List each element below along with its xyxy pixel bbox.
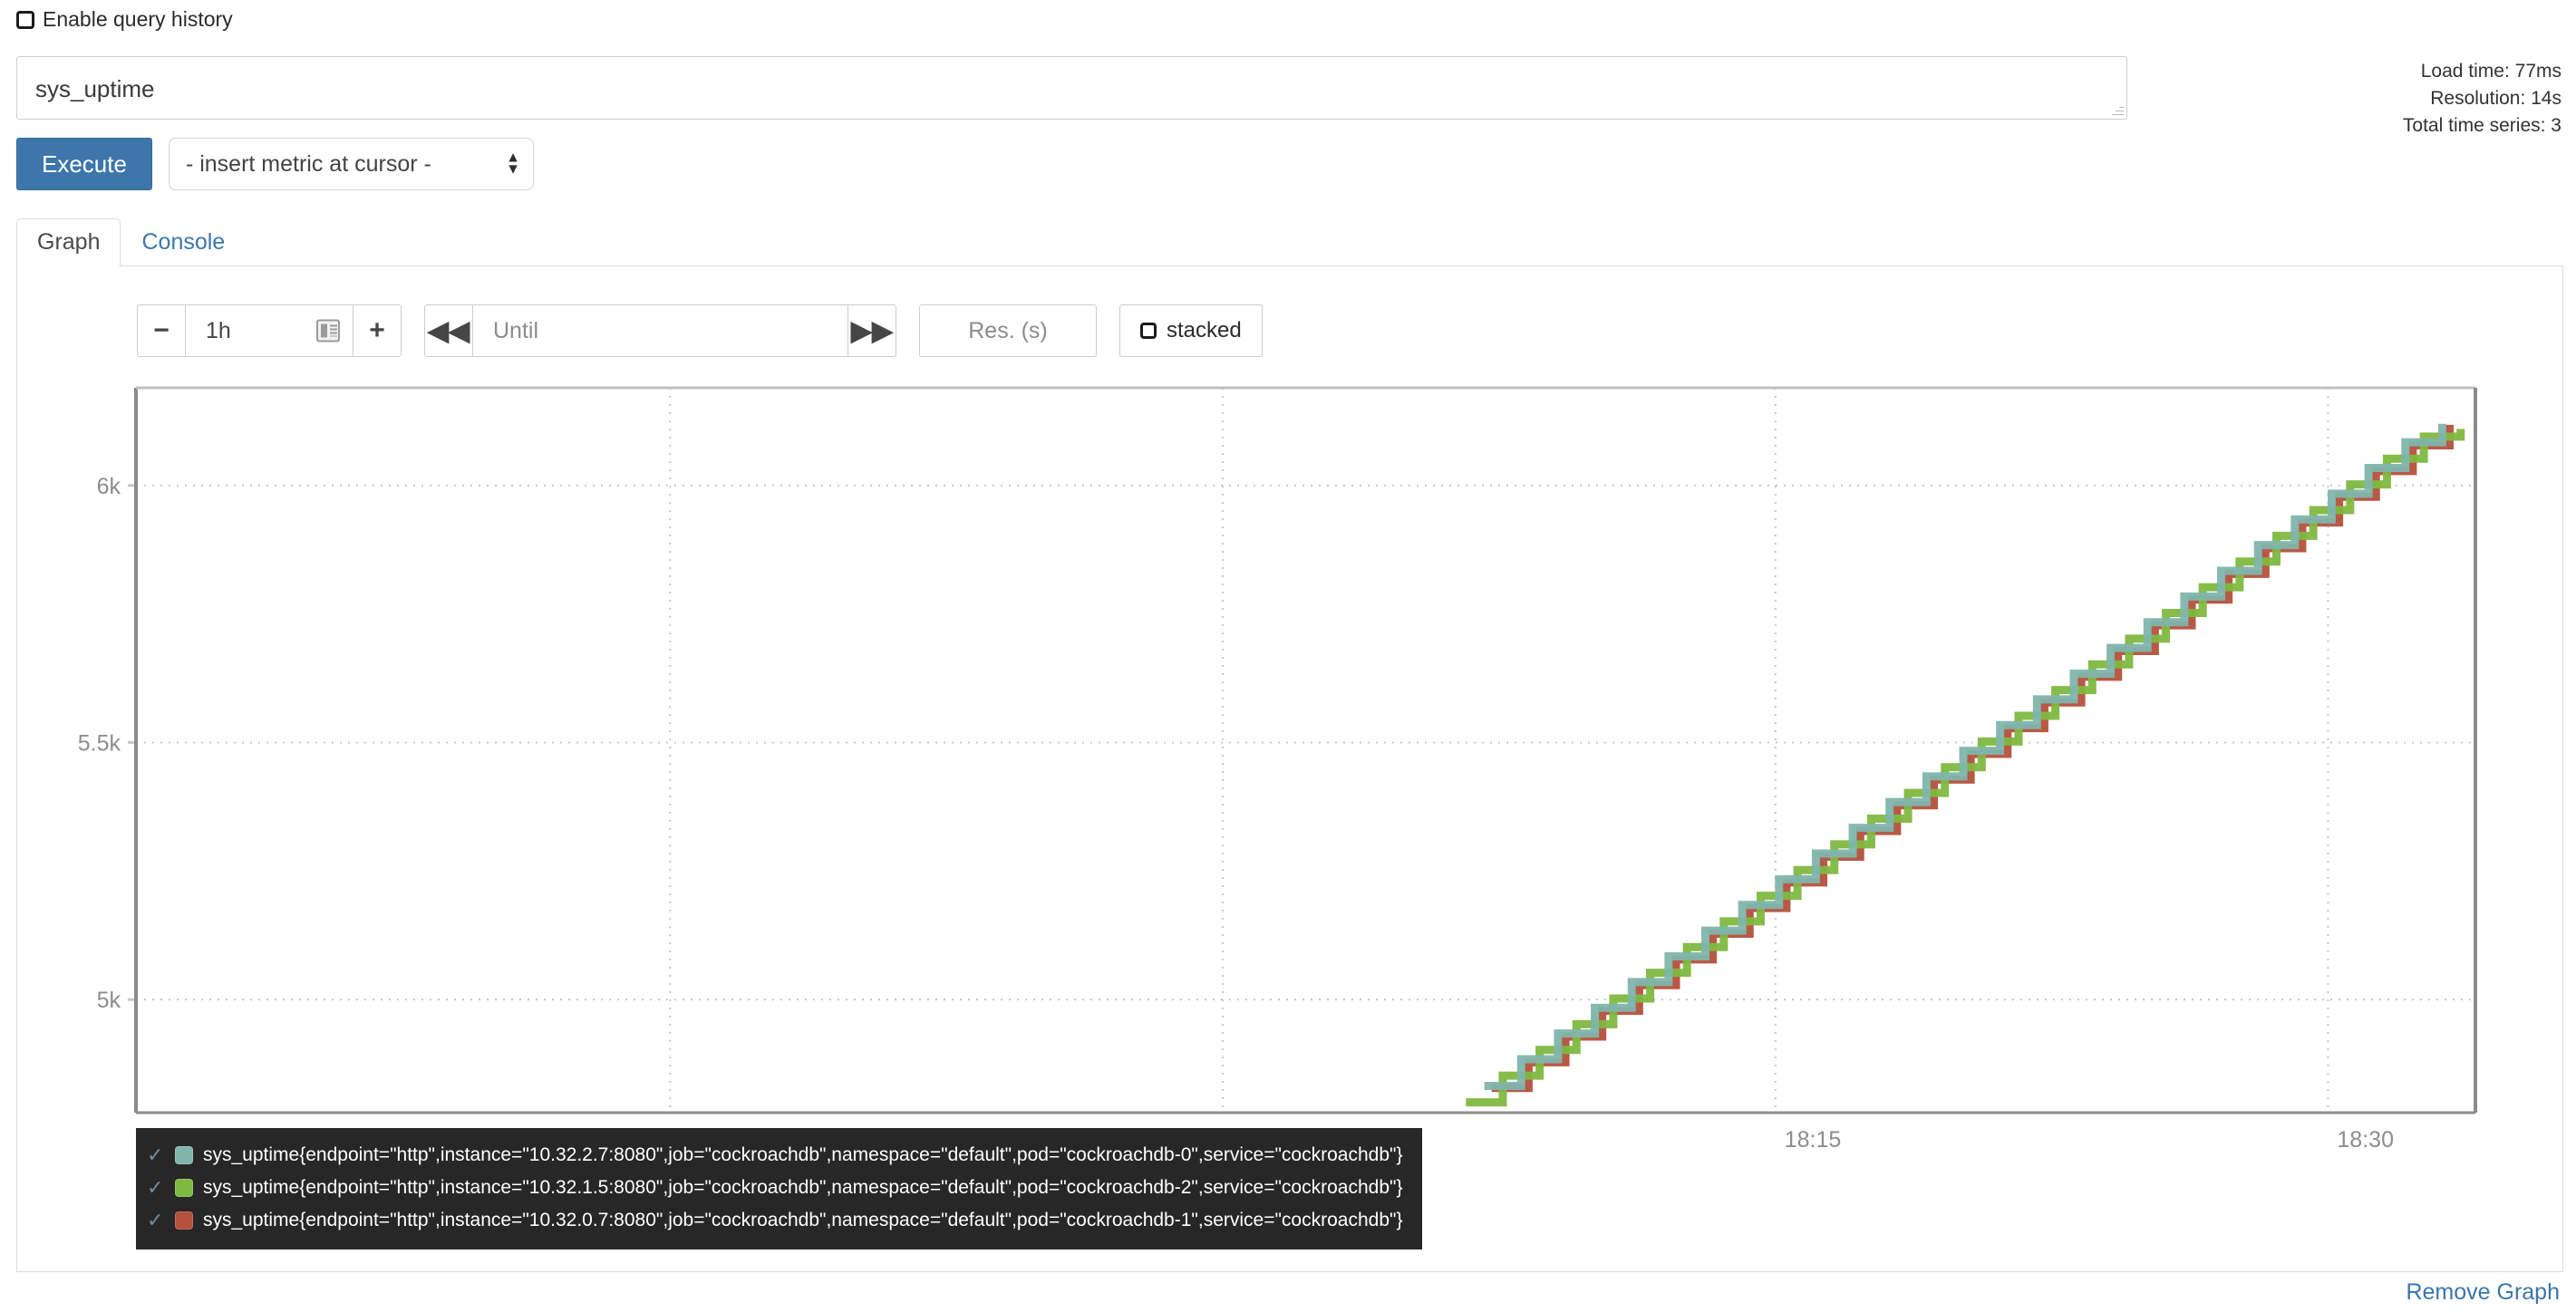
series-color-swatch <box>175 1179 193 1197</box>
svg-text:18:15: 18:15 <box>1785 1127 1842 1153</box>
until-input[interactable]: Until <box>472 304 848 357</box>
svg-text:6k: 6k <box>97 474 121 499</box>
resolution: Resolution: 14s <box>2430 88 2561 109</box>
time-group: ◀◀ Until ▶▶ <box>424 304 896 357</box>
resolution-input[interactable]: Res. (s) <box>919 304 1097 357</box>
expression-value: sys_uptime <box>35 75 155 102</box>
execute-button[interactable]: Execute <box>16 138 152 190</box>
enable-query-history-toggle[interactable]: Enable query history <box>16 9 233 30</box>
legend-item-label: sys_uptime{endpoint="http",instance="10.… <box>203 1144 1403 1165</box>
range-value: 1h <box>206 317 231 343</box>
range-group: − 1h + <box>137 304 402 357</box>
decrease-range-button[interactable]: − <box>137 304 186 357</box>
legend-item-label: sys_uptime{endpoint="http",instance="10.… <box>203 1210 1403 1230</box>
step-forward-button[interactable]: ▶▶ <box>847 304 896 357</box>
resize-grip-icon[interactable] <box>2111 103 2124 116</box>
legend-item[interactable]: ✓ sys_uptime{endpoint="http",instance="10… <box>147 1172 1402 1204</box>
metric-select[interactable]: - insert metric at cursor - ▲ ▼ <box>168 138 534 190</box>
spinner-icon: ▲ ▼ <box>506 150 520 178</box>
remove-graph-link[interactable]: Remove Graph <box>2406 1279 2560 1305</box>
query-stats: Load time: 77ms Resolution: 14s Total ti… <box>2403 58 2561 140</box>
enable-query-history-label: Enable query history <box>43 7 233 31</box>
legend-item-label: sys_uptime{endpoint="http",instance="10.… <box>203 1177 1403 1198</box>
stacked-toggle[interactable]: stacked <box>1119 304 1263 357</box>
execute-row: Execute - insert metric at cursor - ▲ ▼ <box>16 138 534 190</box>
load-time: Load time: 77ms <box>2420 61 2561 82</box>
calendar-icon[interactable] <box>316 319 340 342</box>
graph-controls: − 1h + ◀◀ Until ▶▶ Res. (s) stacked <box>137 304 1263 357</box>
stacked-label: stacked <box>1167 318 1242 342</box>
metric-select-value: - insert metric at cursor - <box>185 151 431 177</box>
legend-item[interactable]: ✓ sys_uptime{endpoint="http",instance="10… <box>147 1139 1402 1172</box>
checkbox-icon[interactable] <box>1140 323 1157 339</box>
graph-panel: − 1h + ◀◀ Until ▶▶ Res. (s) stacked 5k 5.… <box>16 266 2563 1272</box>
legend-item[interactable]: ✓ sys_uptime{endpoint="http",instance="10… <box>147 1204 1402 1237</box>
series-color-swatch <box>175 1146 193 1164</box>
series-color-swatch <box>175 1211 193 1230</box>
tab-graph[interactable]: Graph <box>16 218 121 266</box>
tab-bar: Graph Console <box>16 217 2563 266</box>
checkmark-icon[interactable]: ✓ <box>147 1209 164 1231</box>
checkmark-icon[interactable]: ✓ <box>147 1143 164 1166</box>
svg-text:5.5k: 5.5k <box>78 730 121 756</box>
svg-text:5k: 5k <box>97 988 121 1013</box>
svg-text:18:30: 18:30 <box>2337 1127 2394 1153</box>
range-input[interactable]: 1h <box>185 304 353 357</box>
increase-range-button[interactable]: + <box>353 304 402 357</box>
chart-legend: ✓ sys_uptime{endpoint="http",instance="10… <box>136 1128 1423 1249</box>
checkbox-icon[interactable] <box>16 10 34 29</box>
expression-input-wrap: sys_uptime <box>16 56 2127 120</box>
step-backward-button[interactable]: ◀◀ <box>424 304 473 357</box>
total-time-series: Total time series: 3 <box>2402 115 2561 136</box>
checkmark-icon[interactable]: ✓ <box>147 1176 164 1199</box>
expression-input[interactable]: sys_uptime <box>16 56 2127 120</box>
tab-console[interactable]: Console <box>141 229 226 255</box>
